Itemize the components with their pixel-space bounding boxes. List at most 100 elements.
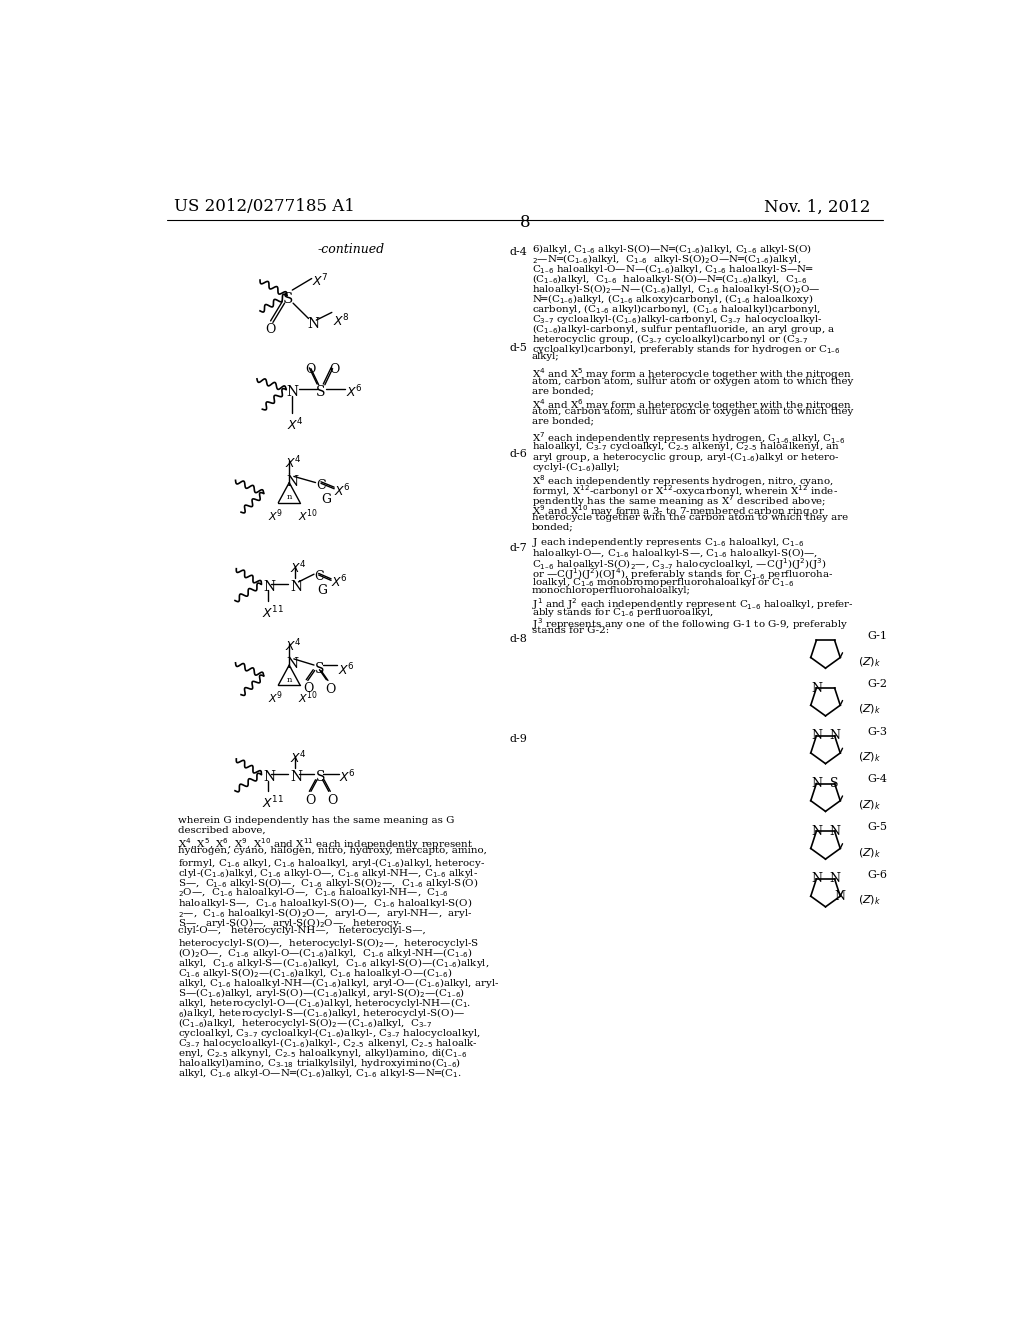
Text: haloalkyl-S(O)$_2$—N—(C$_{1–6}$)allyl, C$_{1–6}$ haloalkyl-S(O)$_2$O—: haloalkyl-S(O)$_2$—N—(C$_{1–6}$)allyl, C… [531, 281, 820, 296]
Text: clyl-O—,   heterocyclyl-NH—,   heterocyclyl-S—,: clyl-O—, heterocyclyl-NH—, heterocyclyl-… [178, 927, 426, 935]
Text: G-3: G-3 [867, 726, 888, 737]
Text: $(Z)_k$: $(Z)_k$ [858, 846, 882, 859]
Text: X$^9$ and X$^{10}$ may form a 3- to 7-membered carbon ring or: X$^9$ and X$^{10}$ may form a 3- to 7-me… [531, 503, 824, 519]
Text: G: G [322, 494, 332, 507]
Text: pendently has the same meaning as X$^7$ described above;: pendently has the same meaning as X$^7$ … [531, 492, 826, 508]
Text: Nov. 1, 2012: Nov. 1, 2012 [764, 198, 869, 215]
Text: $_2$—,  C$_{1–6}$ haloalkyl-S(O)$_2$O—,  aryl-O—,  aryl-NH—,  aryl-: $_2$—, C$_{1–6}$ haloalkyl-S(O)$_2$O—, a… [178, 906, 473, 920]
Text: $X^{11}$: $X^{11}$ [262, 605, 285, 620]
Text: $X^6$: $X^6$ [338, 663, 355, 678]
Text: $X^4$: $X^4$ [285, 455, 301, 471]
Text: $X^9$: $X^9$ [267, 689, 283, 706]
Text: wherein G independently has the same meaning as G: wherein G independently has the same mea… [178, 816, 455, 825]
Text: atom, carbon atom, sulfur atom or oxygen atom to which they: atom, carbon atom, sulfur atom or oxygen… [531, 407, 853, 416]
Text: $(Z)_k$: $(Z)_k$ [858, 799, 882, 812]
Text: US 2012/0277185 A1: US 2012/0277185 A1 [174, 198, 355, 215]
Text: or —C(J$^1$)(J$^2$)(OJ$^4$), preferably stands for C$_{1–6}$ perfluoroha-: or —C(J$^1$)(J$^2$)(OJ$^4$), preferably … [531, 566, 834, 582]
Text: G-6: G-6 [867, 870, 888, 880]
Text: d-8: d-8 [509, 635, 527, 644]
Text: N: N [286, 475, 298, 488]
Text: clyl-(C$_{1–6}$)alkyl, C$_{1–6}$ alkyl-O—, C$_{1–6}$ alkyl-NH—, C$_{1–6}$ alkyl-: clyl-(C$_{1–6}$)alkyl, C$_{1–6}$ alkyl-O… [178, 866, 478, 880]
Text: n: n [287, 494, 292, 502]
Text: $X^9$: $X^9$ [267, 507, 283, 524]
Text: (C$_{1–6}$)alkyl,  heterocyclyl-S(O)$_2$—(C$_{1–6}$)alkyl,  C$_{3–7}$: (C$_{1–6}$)alkyl, heterocyclyl-S(O)$_2$—… [178, 1016, 433, 1030]
Text: $X^4$: $X^4$ [287, 416, 304, 433]
Text: 8: 8 [519, 214, 530, 231]
Text: $X^8$: $X^8$ [333, 313, 349, 329]
Text: $X^4$: $X^4$ [285, 638, 301, 653]
Text: $(Z)_k$: $(Z)_k$ [858, 751, 882, 764]
Text: N: N [811, 729, 822, 742]
Text: O: O [265, 323, 275, 337]
Text: N: N [811, 825, 822, 838]
Text: $(Z)_k$: $(Z)_k$ [858, 702, 882, 717]
Text: heterocycle together with the carbon atom to which they are: heterocycle together with the carbon ato… [531, 513, 848, 521]
Text: d-9: d-9 [509, 734, 527, 744]
Text: N: N [829, 825, 840, 838]
Text: O: O [305, 793, 315, 807]
Text: $_6$)alkyl, heterocyclyl-S—(C$_{1–6}$)alkyl, heterocyclyl-S(O)—: $_6$)alkyl, heterocyclyl-S—(C$_{1–6}$)al… [178, 1006, 465, 1020]
Text: described above,: described above, [178, 826, 266, 836]
Text: C$_{3–7}$ halocycloalkyl-(C$_{1–6}$)alkyl-, C$_{2–5}$ alkenyl, C$_{2–5}$ haloalk: C$_{3–7}$ halocycloalkyl-(C$_{1–6}$)alky… [178, 1036, 478, 1051]
Text: $X^4$: $X^4$ [290, 750, 307, 767]
Text: enyl, C$_{2–5}$ alkynyl, C$_{2–5}$ haloalkynyl, alkyl)amino, di(C$_{1–6}$: enyl, C$_{2–5}$ alkynyl, C$_{2–5}$ haloa… [178, 1047, 467, 1060]
Text: N═(C$_{1–6}$)alkyl, (C$_{1–6}$ alkoxy)carbonyl, (C$_{1–6}$ haloalkoxy): N═(C$_{1–6}$)alkyl, (C$_{1–6}$ alkoxy)ca… [531, 292, 813, 306]
Text: N: N [835, 890, 846, 903]
Text: alkyl, C$_{1–6}$ haloalkyl-NH—(C$_{1–6}$)alkyl, aryl-O—(C$_{1–6}$)alkyl, aryl-: alkyl, C$_{1–6}$ haloalkyl-NH—(C$_{1–6}$… [178, 977, 500, 990]
Text: N: N [811, 777, 822, 789]
Text: N: N [291, 771, 303, 784]
Text: G: G [317, 585, 327, 597]
Text: haloalkyl-O—, C$_{1–6}$ haloalkyl-S—, C$_{1–6}$ haloalkyl-S(O)—,: haloalkyl-O—, C$_{1–6}$ haloalkyl-S—, C$… [531, 546, 818, 560]
Text: atom, carbon atom, sulfur atom or oxygen atom to which they: atom, carbon atom, sulfur atom or oxygen… [531, 376, 853, 385]
Text: C$_{1–6}$ haloalkyl-S(O)$_2$—, C$_{3–7}$ halocycloalkyl, —C(J$^1$)(J$^2$)(J$^3$): C$_{1–6}$ haloalkyl-S(O)$_2$—, C$_{3–7}$… [531, 556, 826, 572]
Text: formyl, C$_{1–6}$ alkyl, C$_{1–6}$ haloalkyl, aryl-(C$_{1–6}$)alkyl, heterocy-: formyl, C$_{1–6}$ alkyl, C$_{1–6}$ haloa… [178, 857, 485, 870]
Text: alkyl, C$_{1–6}$ alkyl-O—N═(C$_{1–6}$)alkyl, C$_{1–6}$ alkyl-S—N═(C$_1$.: alkyl, C$_{1–6}$ alkyl-O—N═(C$_{1–6}$)al… [178, 1067, 462, 1080]
Text: C: C [316, 479, 326, 492]
Text: heterocyclic group, (C$_{3–7}$ cycloalkyl)carbonyl or (C$_{3–7}$: heterocyclic group, (C$_{3–7}$ cycloalky… [531, 331, 808, 346]
Text: N: N [829, 873, 840, 886]
Text: C$_{3–7}$ cycloalkyl-(C$_{1–6}$)alkyl-carbonyl, C$_{3–7}$ halocycloalkyl-: C$_{3–7}$ cycloalkyl-(C$_{1–6}$)alkyl-ca… [531, 312, 822, 326]
Text: O: O [330, 363, 340, 376]
Text: cycloalkyl)carbonyl, preferably stands for hydrogen or C$_{1–6}$: cycloalkyl)carbonyl, preferably stands f… [531, 342, 841, 355]
Text: G-5: G-5 [867, 822, 888, 832]
Text: monochloroperfluorohaloalkyl;: monochloroperfluorohaloalkyl; [531, 586, 691, 595]
Text: S: S [314, 663, 325, 676]
Text: S: S [830, 777, 839, 789]
Text: $_2$—N═(C$_{1–6}$)alkyl,  C$_{1–6}$  alkyl-S(O)$_2$O—N═(C$_{1–6}$)alkyl,: $_2$—N═(C$_{1–6}$)alkyl, C$_{1–6}$ alkyl… [531, 252, 801, 265]
Text: N: N [811, 873, 822, 886]
Text: X$^4$ and X$^5$ may form a heterocycle together with the nitrogen: X$^4$ and X$^5$ may form a heterocycle t… [531, 367, 851, 383]
Text: haloalkyl, C$_{3–7}$ cycloalkyl, C$_{2–5}$ alkenyl, C$_{2–5}$ haloalkenyl, an: haloalkyl, C$_{3–7}$ cycloalkyl, C$_{2–5… [531, 440, 840, 453]
Text: G-1: G-1 [867, 631, 888, 642]
Text: cyclyl-(C$_{1–6}$)allyl;: cyclyl-(C$_{1–6}$)allyl; [531, 459, 620, 474]
Text: $(Z)_k$: $(Z)_k$ [858, 655, 882, 669]
Text: n: n [287, 676, 292, 684]
Text: $X^6$: $X^6$ [339, 768, 355, 785]
Text: formyl, X$^{12}$-carbonyl or X$^{12}$-oxycarbonyl, wherein X$^{12}$ inde-: formyl, X$^{12}$-carbonyl or X$^{12}$-ox… [531, 483, 838, 499]
Text: $X^6$: $X^6$ [331, 573, 348, 590]
Text: X$^4$, X$^5$, X$^6$, X$^9$, X$^{10}$ and X$^{11}$ each independently represent: X$^4$, X$^5$, X$^6$, X$^9$, X$^{10}$ and… [178, 836, 474, 851]
Text: (C$_{1–6}$)alkyl,  C$_{1–6}$  haloalkyl-S(O)—N═(C$_{1–6}$)alkyl,  C$_{1–6}$: (C$_{1–6}$)alkyl, C$_{1–6}$ haloalkyl-S(… [531, 272, 807, 285]
Text: $X^{11}$: $X^{11}$ [262, 795, 285, 810]
Text: C: C [314, 570, 324, 583]
Text: N: N [829, 729, 840, 742]
Text: S: S [315, 770, 325, 784]
Text: J each independently represents C$_{1–6}$ haloalkyl, C$_{1–6}$: J each independently represents C$_{1–6}… [531, 536, 804, 549]
Text: S—,  aryl-S(O)—,  aryl-S(O)$_2$O—,  heterocy-: S—, aryl-S(O)—, aryl-S(O)$_2$O—, heteroc… [178, 916, 403, 931]
Text: X$^7$ each independently represents hydrogen, C$_{1–6}$ alkyl, C$_{1–6}$: X$^7$ each independently represents hydr… [531, 430, 845, 446]
Text: N: N [811, 681, 822, 694]
Text: are bonded;: are bonded; [531, 417, 594, 426]
Text: d-6: d-6 [509, 449, 527, 459]
Text: C$_{1–6}$ alkyl-S(O)$_2$—(C$_{1–6}$)alkyl, C$_{1–6}$ haloalkyl-O—(C$_{1–6}$): C$_{1–6}$ alkyl-S(O)$_2$—(C$_{1–6}$)alky… [178, 966, 453, 981]
Text: N: N [287, 385, 298, 400]
Text: N: N [263, 771, 275, 784]
Text: hydrogen, cyano, halogen, nitro, hydroxy, mercapto, amino,: hydrogen, cyano, halogen, nitro, hydroxy… [178, 846, 487, 855]
Text: C$_{1–6}$ haloalkyl-O—N—(C$_{1–6}$)alkyl, C$_{1–6}$ haloalkyl-S—N═: C$_{1–6}$ haloalkyl-O—N—(C$_{1–6}$)alkyl… [531, 261, 813, 276]
Text: -continued: -continued [317, 243, 385, 256]
Text: J$^3$ represents any one of the following G-1 to G-9, preferably: J$^3$ represents any one of the followin… [531, 616, 848, 632]
Text: loalkyl, C$_{1–6}$ monobromoperfluorohaloalkyl or C$_{1–6}$: loalkyl, C$_{1–6}$ monobromoperfluorohal… [531, 576, 794, 589]
Text: N: N [308, 317, 319, 331]
Text: bonded;: bonded; [531, 523, 573, 532]
Text: S: S [315, 385, 325, 400]
Text: 6)alkyl, C$_{1–6}$ alkyl-S(O)—N═(C$_{1–6}$)alkyl, C$_{1–6}$ alkyl-S(O): 6)alkyl, C$_{1–6}$ alkyl-S(O)—N═(C$_{1–6… [531, 242, 812, 256]
Text: S—(C$_{1–6}$)alkyl, aryl-S(O)—(C$_{1–6}$)alkyl, aryl-S(O)$_2$—(C$_{1–6}$): S—(C$_{1–6}$)alkyl, aryl-S(O)—(C$_{1–6}$… [178, 986, 466, 1001]
